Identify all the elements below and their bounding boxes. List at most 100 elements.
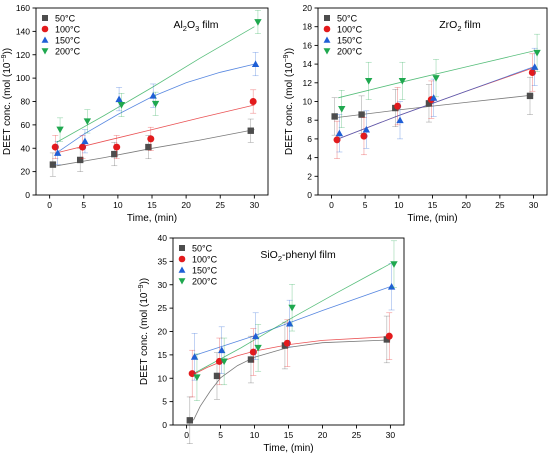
- data-point-50°C: [247, 356, 255, 363]
- data-point-100°C: [333, 136, 341, 144]
- data-point-50°C: [111, 150, 118, 158]
- legend-label: 50°C: [55, 14, 76, 24]
- data-point-100°C: [528, 69, 536, 77]
- legend-marker-200°C: [323, 48, 331, 55]
- data-point-100°C: [385, 332, 393, 340]
- data-point-150°C: [429, 94, 438, 101]
- panel-title-part: -phenyl film: [282, 249, 336, 261]
- data-point-150°C: [387, 282, 396, 290]
- y-tick-label: 30: [158, 280, 168, 290]
- y-tick-label: 15: [158, 350, 168, 360]
- data-point-100°C: [394, 102, 402, 110]
- y-tick-label: 16: [303, 40, 313, 50]
- legend-marker-150°C: [323, 36, 331, 43]
- y-axis-label-main: DEET conc. (mol (10: [2, 62, 13, 155]
- fit-line-50°C: [338, 94, 534, 118]
- y-tick-label: 6: [307, 134, 312, 144]
- y-axis-label: DEET conc. (mol (10−9)): [1, 48, 13, 155]
- panel-title: SiO2-phenyl film: [260, 249, 336, 263]
- data-point-200°C: [533, 49, 541, 57]
- panel-title-part: SiO: [260, 249, 278, 261]
- data-point-100°C: [147, 135, 155, 143]
- y-axis-label-exponent: −9: [138, 284, 145, 292]
- data-point-200°C: [390, 261, 398, 268]
- data-point-100°C: [283, 339, 291, 347]
- y-tick-label: 40: [158, 233, 168, 243]
- data-point-50°C: [331, 113, 338, 120]
- legend-label: 50°C: [337, 14, 358, 24]
- y-tick-label: 10: [158, 373, 168, 383]
- x-tick-label: 15: [284, 430, 294, 440]
- y-tick-label: 2: [307, 171, 312, 181]
- y-tick-label: 140: [16, 26, 30, 36]
- legend-label: 100°C: [337, 25, 363, 35]
- y-axis-label-main: DEET conc. (mol (10: [284, 62, 295, 155]
- y-tick-label: 0: [25, 190, 30, 200]
- legend-label: 200°C: [337, 47, 363, 57]
- x-tick-label: 5: [81, 200, 86, 210]
- y-axis-label-end: )): [139, 278, 150, 285]
- data-point-200°C: [193, 374, 201, 381]
- data-point-50°C: [358, 111, 365, 118]
- y-tick-label: 100: [16, 73, 30, 83]
- fit-line-50°C: [193, 339, 391, 421]
- y-axis-label-end: )): [2, 48, 13, 55]
- panel-title-part: 2: [183, 24, 187, 33]
- x-tick-label: 10: [250, 430, 260, 440]
- legend-label: 150°C: [337, 36, 363, 46]
- data-point-150°C: [53, 149, 62, 156]
- data-point-50°C: [383, 336, 391, 343]
- legend-marker-100°C: [178, 255, 186, 263]
- data-point-150°C: [81, 137, 89, 145]
- x-tick-label: 20: [461, 200, 471, 210]
- y-tick-label: 40: [21, 143, 31, 153]
- x-axis-label: Time, (min): [263, 443, 313, 454]
- y-tick-label: 120: [16, 50, 30, 60]
- y-tick-label: 18: [303, 22, 313, 32]
- chart-panel-sio2: 0 5 10 15 20 25 30 0 5 10 15 20 25 30 35 40 Time, (min) D…: [138, 233, 405, 454]
- y-tick-label: 0: [162, 420, 167, 430]
- data-point-200°C: [338, 106, 346, 113]
- fit-line-100°C: [56, 104, 255, 154]
- x-axis-label: Time, (min): [127, 213, 177, 224]
- y-tick-label: 8: [307, 115, 312, 125]
- x-tick-label: 25: [216, 200, 226, 210]
- legend-marker-150°C: [178, 266, 186, 273]
- y-tick-label: 12: [303, 78, 313, 88]
- data-point-150°C: [149, 91, 157, 99]
- legend-marker-50°C: [179, 245, 185, 251]
- x-tick-label: 10: [113, 200, 123, 210]
- data-point-200°C: [56, 126, 64, 134]
- y-tick-label: 14: [303, 59, 313, 69]
- data-point-100°C: [113, 143, 121, 151]
- panel-title-part: 2: [278, 254, 282, 263]
- data-point-150°C: [190, 353, 199, 360]
- data-point-50°C: [526, 92, 534, 100]
- legend-label: 200°C: [192, 277, 218, 287]
- y-tick-label: 20: [158, 327, 168, 337]
- data-point-150°C: [362, 125, 371, 133]
- legend-label: 50°C: [192, 244, 213, 254]
- data-point-200°C: [151, 100, 160, 108]
- data-point-150°C: [115, 95, 123, 103]
- fit-line-150°C: [338, 66, 534, 140]
- y-tick-label: 20: [21, 167, 31, 177]
- data-point-150°C: [251, 60, 260, 68]
- y-axis-label-exponent: −9: [283, 54, 290, 62]
- legend-marker-200°C: [178, 278, 186, 285]
- legend-label: 150°C: [192, 266, 218, 276]
- y-axis-label: DEET conc. (mol (10−9)): [138, 278, 150, 385]
- fit-line-50°C: [56, 129, 255, 167]
- x-tick-label: 5: [218, 430, 223, 440]
- y-tick-label: 35: [158, 256, 168, 266]
- y-axis-label-main: DEET conc. (mol (10: [139, 292, 150, 385]
- y-tick-label: 60: [21, 120, 31, 130]
- x-tick-label: 5: [363, 200, 368, 210]
- data-point-150°C: [218, 346, 226, 354]
- x-tick-label: 20: [181, 200, 191, 210]
- data-point-50°C: [76, 156, 84, 164]
- data-point-50°C: [49, 161, 57, 168]
- legend-label: 150°C: [55, 36, 81, 46]
- data-point-100°C: [79, 143, 87, 151]
- data-point-200°C: [432, 75, 440, 82]
